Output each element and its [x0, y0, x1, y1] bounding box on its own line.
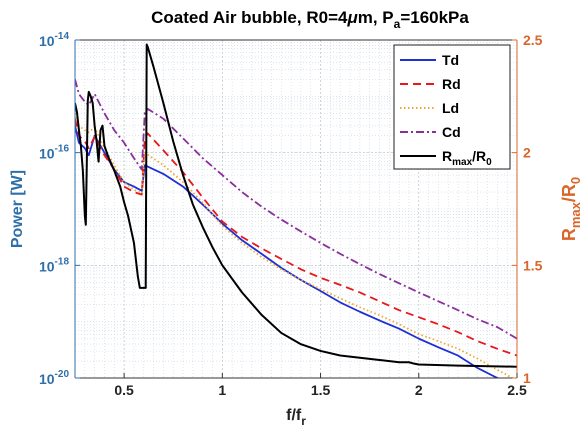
legend-label-cd: Cd: [442, 124, 461, 140]
series-line-r: [75, 43, 517, 368]
x-axis-label: f/fr: [286, 407, 306, 428]
x-tick-label: 2.5: [507, 382, 527, 398]
series-line-td: [75, 125, 500, 378]
y-left-tick-label: 10-14: [39, 31, 69, 49]
y-axis-label-right: Rmax/R0: [559, 177, 583, 241]
y-left-tick-label: 10-16: [39, 144, 69, 162]
legend: Td Rd Ld Cd Rmax/R0: [393, 44, 511, 170]
chart-title: Coated Air bubble, R0=4μm, Pa=160kPa: [151, 8, 469, 31]
x-tick-label: 1.5: [311, 382, 331, 398]
legend-label-ld: Ld: [442, 100, 459, 116]
legend-label-r: Rmax/R0: [442, 148, 492, 168]
y-right-tick-label: 2: [523, 145, 531, 161]
y-right-tick-label: 2.5: [523, 32, 543, 48]
series-line-ld: [75, 113, 515, 378]
y-axis-label-left: Power [W]: [9, 170, 26, 248]
series-line-cd: [75, 79, 517, 340]
series-line-rd: [75, 118, 517, 357]
y-left-tick-label: 10-20: [39, 369, 69, 387]
y-right-tick-label: 1.5: [523, 257, 543, 273]
y-left-tick-label: 10-18: [39, 256, 69, 274]
x-tick-label: 1: [218, 382, 226, 398]
series-layer: [75, 43, 517, 378]
ticks-layer: 0.5 1 1.5 2 2.5 10-20 10-18 10-16 10-14 1 1.5 2 2.5: [39, 31, 543, 398]
y-right-tick-label: 1: [523, 370, 531, 386]
legend-label-rd: Rd: [442, 76, 461, 92]
x-tick-label: 2: [415, 382, 423, 398]
legend-label-td: Td: [442, 52, 459, 68]
x-tick-label: 0.5: [114, 382, 134, 398]
minor-grid: [74, 40, 517, 378]
